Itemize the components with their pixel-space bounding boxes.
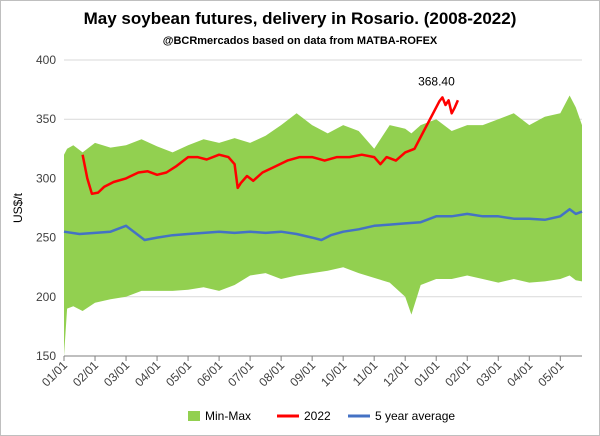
chart-subtitle: @BCRmercados based on data from MATBA-RO…: [163, 35, 438, 47]
peak-annotation: 368.40: [418, 74, 455, 88]
y-tick-label: 350: [36, 112, 56, 126]
y-tick-label: 300: [36, 171, 56, 185]
y-tick-label: 400: [36, 53, 56, 67]
line-layer: [63, 96, 583, 242]
y-tick-label: 150: [36, 349, 56, 363]
y-tick-label: 200: [36, 290, 56, 304]
legend-swatch-min-max: [188, 411, 200, 421]
series-line-2022: [81, 96, 460, 196]
series-min-max-band: [64, 95, 582, 356]
legend-label-min-max: Min-Max: [205, 409, 251, 423]
legend: Min-Max 2022 5 year average: [188, 409, 455, 423]
band-layer: [64, 95, 582, 356]
legend-label-2022: 2022: [304, 409, 331, 423]
legend-label-5-year-average: 5 year average: [375, 409, 455, 423]
chart-title: May soybean futures, delivery in Rosario…: [84, 9, 517, 28]
y-axis-title: US$/t: [11, 192, 25, 223]
series-line-5-year-average: [63, 207, 583, 242]
y-tick-label: 250: [36, 231, 56, 245]
annotation-layer: 368.40: [418, 74, 455, 88]
